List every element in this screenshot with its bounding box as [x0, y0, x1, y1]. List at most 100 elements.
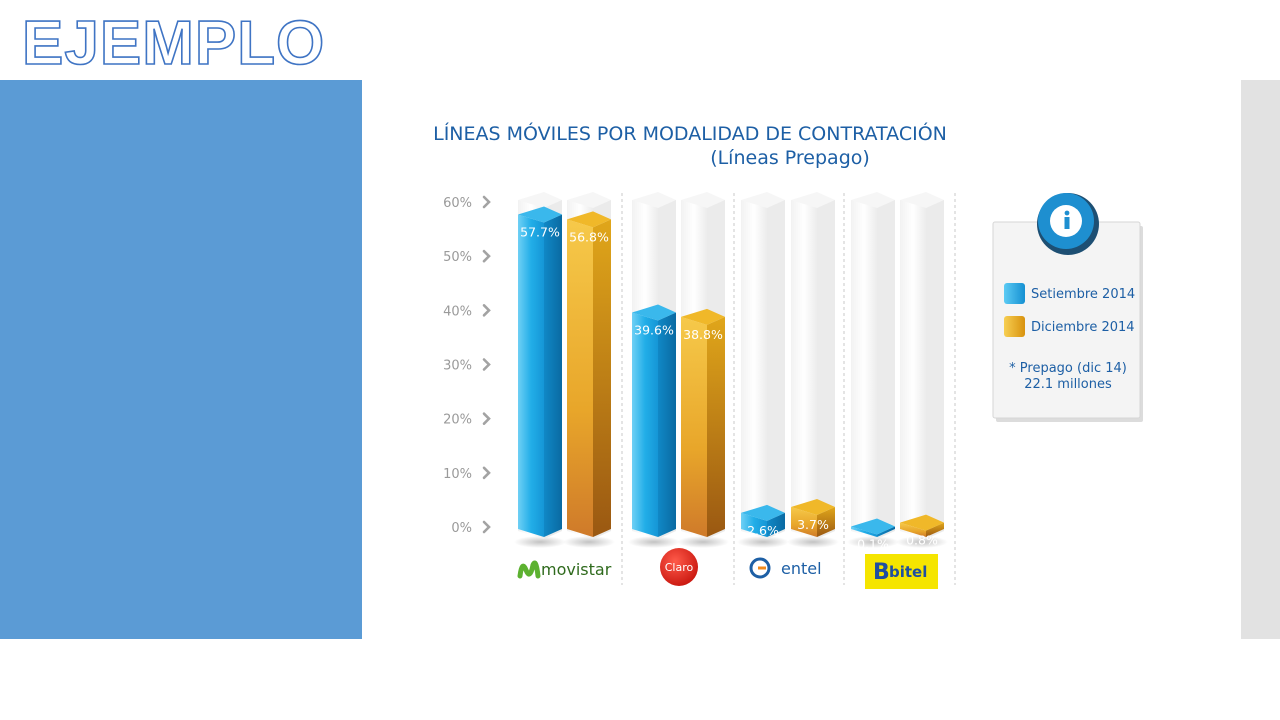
column-shadow — [847, 536, 899, 548]
bar-side — [544, 214, 562, 538]
chart: LÍNEAS MÓVILES POR MODALIDAD DE CONTRATA… — [433, 121, 1143, 589]
brand-claro: Claro — [660, 548, 698, 586]
column-track — [791, 200, 817, 539]
category-label-entel: entel — [781, 559, 822, 578]
category-label-movistar: movistar — [541, 560, 612, 579]
chart-title: LÍNEAS MÓVILES POR MODALIDAD DE CONTRATA… — [433, 121, 947, 145]
y-tick-label: 60% — [443, 196, 472, 211]
chevron-right-icon — [482, 412, 491, 425]
bar-top — [632, 304, 676, 321]
category-label-bitel: bitel — [889, 563, 927, 581]
legend-label-setiembre: Setiembre 2014 — [1031, 287, 1135, 302]
column-track-top — [741, 192, 785, 208]
bar: 39.6% — [632, 304, 676, 537]
y-tick-label: 0% — [451, 521, 472, 536]
column-shadow — [563, 536, 615, 548]
bar-value-label: 57.7% — [520, 224, 560, 239]
column-shadow — [787, 536, 839, 548]
bar-side — [817, 506, 835, 537]
column-track — [851, 200, 877, 539]
column-track-top — [681, 192, 725, 208]
bar-value-label: 56.8% — [569, 229, 609, 244]
bar-value-label: 38.8% — [683, 327, 723, 342]
bar: 0.1% — [851, 518, 895, 551]
bar: 3.7% — [791, 498, 835, 537]
column-shadow — [677, 536, 729, 548]
chevron-right-icon — [482, 249, 491, 263]
bar-front — [791, 506, 817, 537]
right-strip — [1241, 80, 1280, 639]
bar-side — [767, 512, 785, 537]
bar-front — [741, 512, 767, 537]
column-track — [741, 200, 767, 539]
bar-top — [518, 206, 562, 223]
bar-value-label: 0.1% — [857, 536, 889, 551]
chevron-right-icon — [482, 304, 491, 317]
chevron-right-icon — [482, 358, 491, 371]
brand-entel: entel — [749, 557, 822, 579]
bar-front — [900, 522, 926, 537]
legend: Setiembre 2014 Diciembre 2014 * Prepago … — [992, 193, 1143, 422]
column-track-top — [632, 192, 676, 208]
column-track — [900, 200, 926, 539]
bar-value-label: 0.8% — [906, 533, 938, 548]
bar-top — [567, 211, 611, 228]
column-track-top — [791, 192, 835, 208]
y-tick-label: 50% — [443, 250, 472, 265]
bar: 2.6% — [741, 504, 785, 538]
column-track-side — [767, 200, 785, 539]
bar-front — [681, 316, 707, 537]
chevron-right-icon — [482, 195, 491, 209]
note-line-1: * Prepago (dic 14) — [1009, 361, 1127, 376]
legend-swatch-setiembre — [1004, 283, 1025, 304]
column-track-top — [518, 192, 562, 208]
chevron-right-icon — [482, 466, 491, 480]
svg-text:B: B — [873, 560, 890, 585]
bar-side — [926, 522, 944, 537]
column-shadow — [628, 536, 680, 548]
bar-front — [632, 312, 658, 537]
bar-front — [518, 214, 544, 538]
column-shadow — [896, 536, 948, 548]
bar: 57.7% — [518, 206, 562, 538]
column-track-top — [567, 192, 611, 208]
bar-side — [593, 219, 611, 538]
bar-side — [877, 526, 895, 537]
column-shadow — [514, 536, 566, 548]
bar: 0.8% — [900, 514, 944, 548]
bar-value-label: 39.6% — [634, 323, 674, 338]
bar-top — [900, 514, 944, 531]
column-track-side — [877, 200, 895, 539]
bar-value-label: 2.6% — [747, 523, 779, 538]
bar-front — [567, 219, 593, 538]
bar: 38.8% — [681, 308, 725, 537]
category-label-claro: Claro — [665, 561, 694, 574]
bar-side — [658, 312, 676, 537]
y-tick-label: 20% — [443, 413, 472, 428]
y-tick-label: 40% — [443, 304, 472, 319]
bar-top — [791, 498, 835, 515]
bar-top — [741, 504, 785, 521]
legend-label-diciembre: Diciembre 2014 — [1031, 320, 1135, 335]
bar-front — [851, 526, 877, 537]
column-track-side — [926, 200, 944, 539]
legend-swatch-diciembre — [1004, 316, 1025, 337]
chevron-right-icon — [482, 520, 491, 534]
bar-top — [851, 518, 895, 535]
brand-movistar: movistar — [517, 560, 612, 579]
brand-bitel: bitel B — [865, 554, 938, 589]
bar: 56.8% — [567, 211, 611, 538]
column-track-side — [817, 200, 835, 539]
slide-title: EJEMPLO — [21, 8, 326, 79]
column-shadow — [737, 536, 789, 548]
y-tick-label: 30% — [443, 359, 472, 374]
bar-value-label: 3.7% — [797, 517, 829, 532]
left-panel — [0, 80, 362, 639]
column-track-top — [851, 192, 895, 208]
note-line-2: 22.1 millones — [1024, 377, 1112, 392]
y-tick-label: 10% — [443, 467, 472, 482]
bar-top — [681, 308, 725, 325]
bar-side — [707, 316, 725, 537]
chart-subtitle: (Líneas Prepago) — [710, 147, 870, 169]
column-track-top — [900, 192, 944, 208]
